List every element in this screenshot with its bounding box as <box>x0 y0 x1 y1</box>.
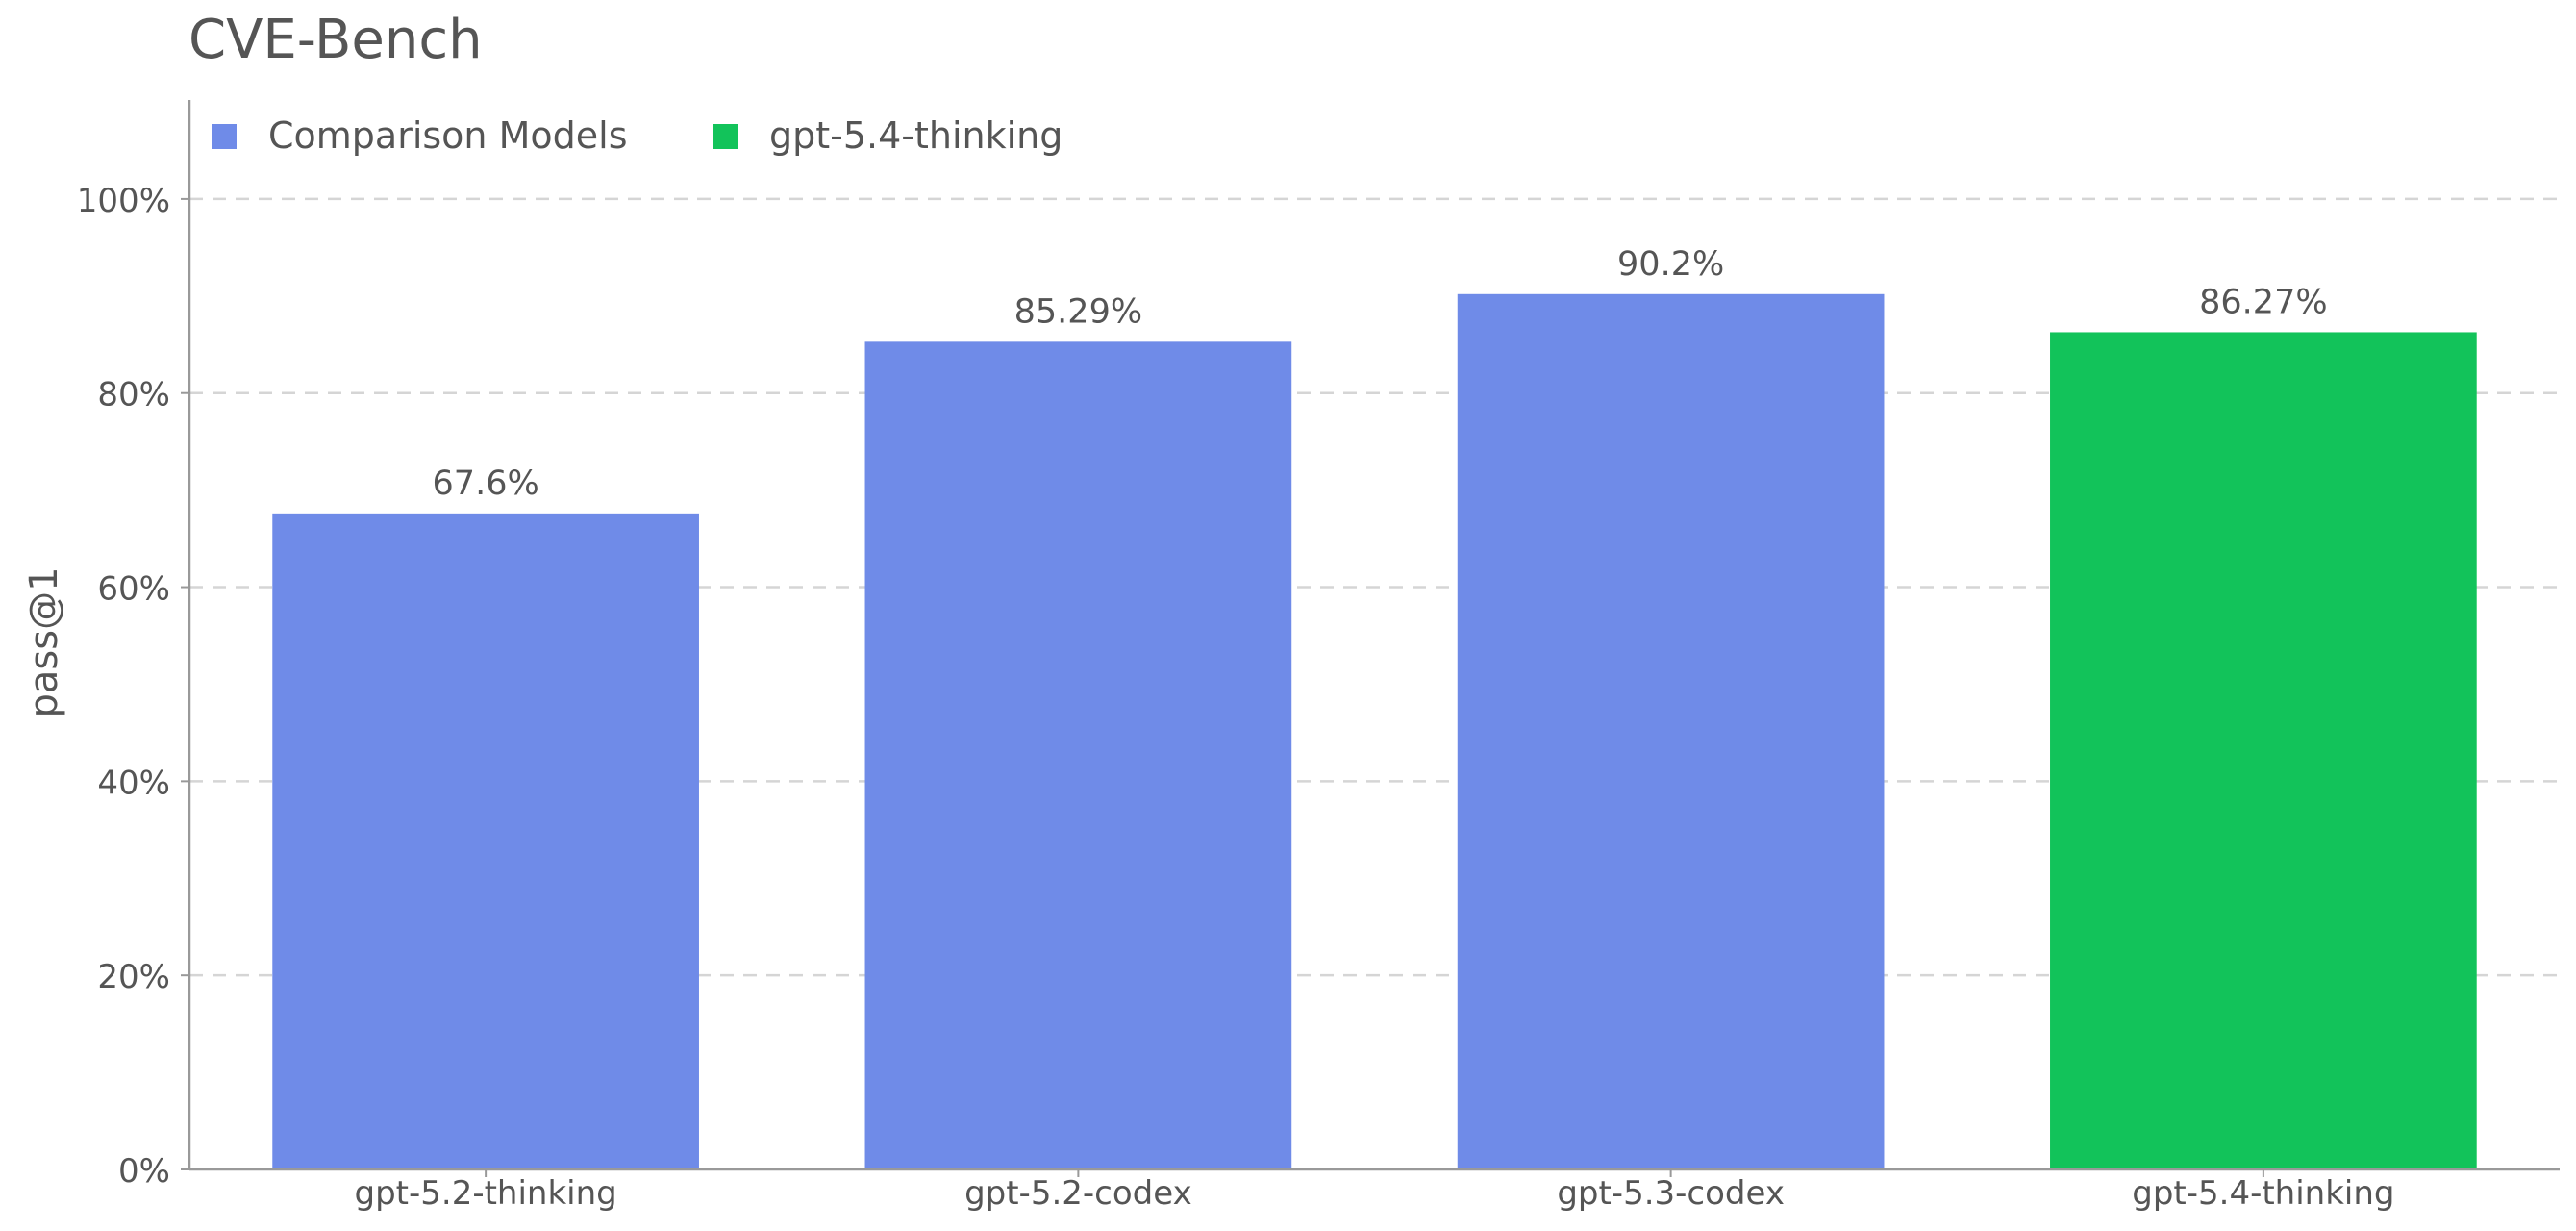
y-tick-label: 60% <box>97 570 170 609</box>
bars <box>272 293 2477 1169</box>
bar <box>272 513 699 1169</box>
y-tick-label: 0% <box>118 1152 170 1191</box>
y-tick-label: 100% <box>77 182 170 220</box>
legend-swatch <box>212 124 237 149</box>
legend-label: Comparison Models <box>268 114 628 157</box>
data-label: 67.6% <box>433 465 539 503</box>
axes <box>188 100 2560 1171</box>
x-tick-label: gpt-5.2-thinking <box>355 1174 617 1213</box>
y-tick-label: 40% <box>97 764 170 802</box>
bar <box>1457 293 1885 1169</box>
x-tick-label: gpt-5.4-thinking <box>2132 1174 2394 1213</box>
x-tick-label: gpt-5.3-codex <box>1557 1174 1785 1213</box>
legend-label: gpt-5.4-thinking <box>769 114 1063 157</box>
data-label: 85.29% <box>1014 292 1142 331</box>
data-label: 90.2% <box>1617 245 1724 284</box>
data-label: 86.27% <box>2199 283 2327 321</box>
legend-swatch <box>713 124 738 149</box>
y-tick-label: 80% <box>97 376 170 415</box>
y-ticks: 0% 20% 40% 60% 80% 100% <box>77 182 189 1191</box>
x-ticks: gpt-5.2-thinking gpt-5.2-codex gpt-5.3-cod… <box>355 1169 2395 1213</box>
bar <box>2050 332 2477 1169</box>
y-axis-label: pass@1 <box>22 566 66 717</box>
y-tick-label: 20% <box>97 958 170 996</box>
legend: Comparison Models gpt-5.4-thinking <box>212 114 1063 157</box>
x-tick-label: gpt-5.2-codex <box>964 1174 1192 1213</box>
chart-title: CVE-Bench <box>188 9 483 71</box>
bar <box>864 341 1292 1169</box>
data-labels: 67.6% 85.29% 90.2% 86.27% <box>433 245 2328 503</box>
